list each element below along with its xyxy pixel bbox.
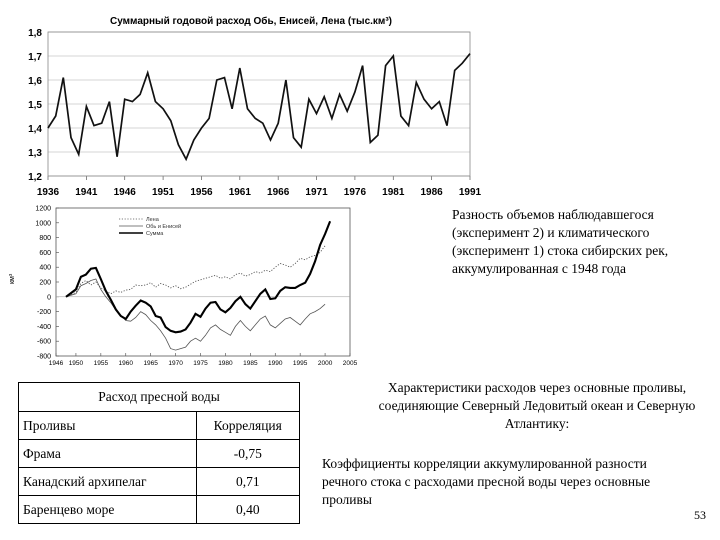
chart2-ylabel: км³ — [9, 273, 16, 284]
strait-name: Баренцево море — [18, 495, 197, 524]
chart2-x-tick-label: 1946 — [49, 360, 64, 367]
chart-total-discharge: Суммарный годовой расход Обь, Енисей, Ле… — [28, 15, 482, 198]
chart2-y-tick-label: -800 — [37, 354, 51, 361]
chart2-x-tick-label: 1995 — [293, 360, 308, 367]
chart2-y-tick-label: 600 — [39, 250, 51, 257]
correlation-value: 0,40 — [195, 495, 301, 524]
chart1-title: Суммарный годовой расход Обь, Енисей, Ле… — [110, 15, 392, 27]
chart1-y-tick-label: 1,4 — [28, 124, 42, 135]
chart2-y-tick-label: 0 — [47, 294, 51, 301]
chart2-y-tick-label: 1200 — [35, 206, 51, 213]
chart2-y-tick-label: -600 — [37, 339, 51, 346]
table-title-row: Расход пресной воды — [18, 382, 300, 412]
chart1-x-tick-label: 1981 — [382, 187, 405, 198]
chart-accumulated-difference: км³ -800 -600 -400 -200 0 200 400 600 800 1000 120… — [9, 206, 358, 368]
chart2-x-tick-label: 1960 — [119, 360, 134, 367]
chart2-y-tick-label: 400 — [39, 265, 51, 272]
table-header-correlation: Корреляция — [195, 411, 301, 440]
chart2-y-tick-label: 1000 — [35, 220, 51, 227]
chart1-x-tick-label: 1951 — [152, 187, 175, 198]
table-title: Расход пресной воды — [18, 382, 300, 412]
chart1-y-tick-label: 1,7 — [28, 52, 42, 63]
chart2-legend-label: Обь и Енисей — [146, 223, 181, 230]
chart2-x-tick-label: 1955 — [94, 360, 109, 367]
freshwater-flux-table: Расход пресной воды Проливы Корреляция Ф… — [18, 382, 301, 524]
chart2-y-tick-label: -400 — [37, 324, 51, 331]
strait-name: Фрама — [18, 439, 197, 468]
chart2-x-tick-label: 1975 — [193, 360, 208, 367]
chart1-y-tick-label: 1,8 — [28, 28, 42, 39]
chart2-plot-frame — [55, 207, 351, 357]
strait-name: Канадский архипелаг — [18, 467, 197, 496]
chart1-x-tick-label: 1941 — [75, 187, 98, 198]
chart1-x-tick-label: 1956 — [190, 187, 213, 198]
correlation-value: 0,71 — [195, 467, 301, 496]
chart2-x-tick-label: 2005 — [343, 360, 358, 367]
caption-correlation-coefficients: Коэффициенты корреляции аккумулированной… — [322, 456, 651, 507]
chart2-y-tick-label: 800 — [39, 235, 51, 242]
chart1-x-tick-label: 1961 — [229, 187, 252, 198]
chart2-series-line — [65, 245, 326, 298]
chart2-x-tick-label: 1980 — [218, 360, 233, 367]
chart2-x-tick-label: 2000 — [318, 360, 333, 367]
chart1-x-tick-label: 1936 — [37, 187, 60, 198]
table-row: Баренцево море 0,40 — [18, 495, 301, 524]
chart2-x-tick-label: 1970 — [168, 360, 183, 367]
chart2-legend-label: Сумма — [146, 231, 164, 237]
caption-accumulated-runoff: Разность объемов наблюдавшегося (экспери… — [452, 207, 669, 276]
chart1-y-tick-label: 1,2 — [28, 172, 42, 183]
chart1-y-tick-label: 1,3 — [28, 148, 42, 159]
chart2-x-tick-label: 1965 — [143, 360, 158, 367]
chart2-y-tick-label: -200 — [37, 309, 51, 316]
chart1-x-tick-label: 1971 — [305, 187, 328, 198]
caption-strait-characteristics: Характеристики расходов через основные п… — [378, 380, 696, 431]
table-row: Канадский архипелаг 0,71 — [18, 467, 301, 496]
chart2-x-tick-label: 1990 — [268, 360, 283, 367]
chart2-legend-label: Лена — [146, 217, 160, 223]
chart1-y-tick-label: 1,5 — [28, 100, 42, 111]
table-header-row: Проливы Корреляция — [18, 411, 301, 440]
chart1-x-tick-label: 1966 — [267, 187, 290, 198]
chart1-plot-frame — [47, 31, 471, 177]
chart1-series-line — [47, 53, 471, 162]
chart1-y-tick-label: 1,6 — [28, 76, 42, 87]
chart2-x-tick-label: 1950 — [69, 360, 84, 367]
chart2-y-tick-label: 200 — [39, 280, 51, 287]
correlation-value: -0,75 — [195, 439, 301, 468]
chart1-x-tick-label: 1976 — [344, 187, 367, 198]
page-number: 53 — [694, 508, 706, 522]
chart2-x-tick-label: 1985 — [243, 360, 258, 367]
table-row: Фрама -0,75 — [18, 439, 301, 468]
chart1-x-tick-label: 1991 — [459, 187, 482, 198]
table-header-strait: Проливы — [18, 411, 197, 440]
chart1-x-tick-label: 1946 — [114, 187, 137, 198]
chart2-series-line — [65, 220, 332, 334]
chart1-x-tick-label: 1986 — [421, 187, 444, 198]
